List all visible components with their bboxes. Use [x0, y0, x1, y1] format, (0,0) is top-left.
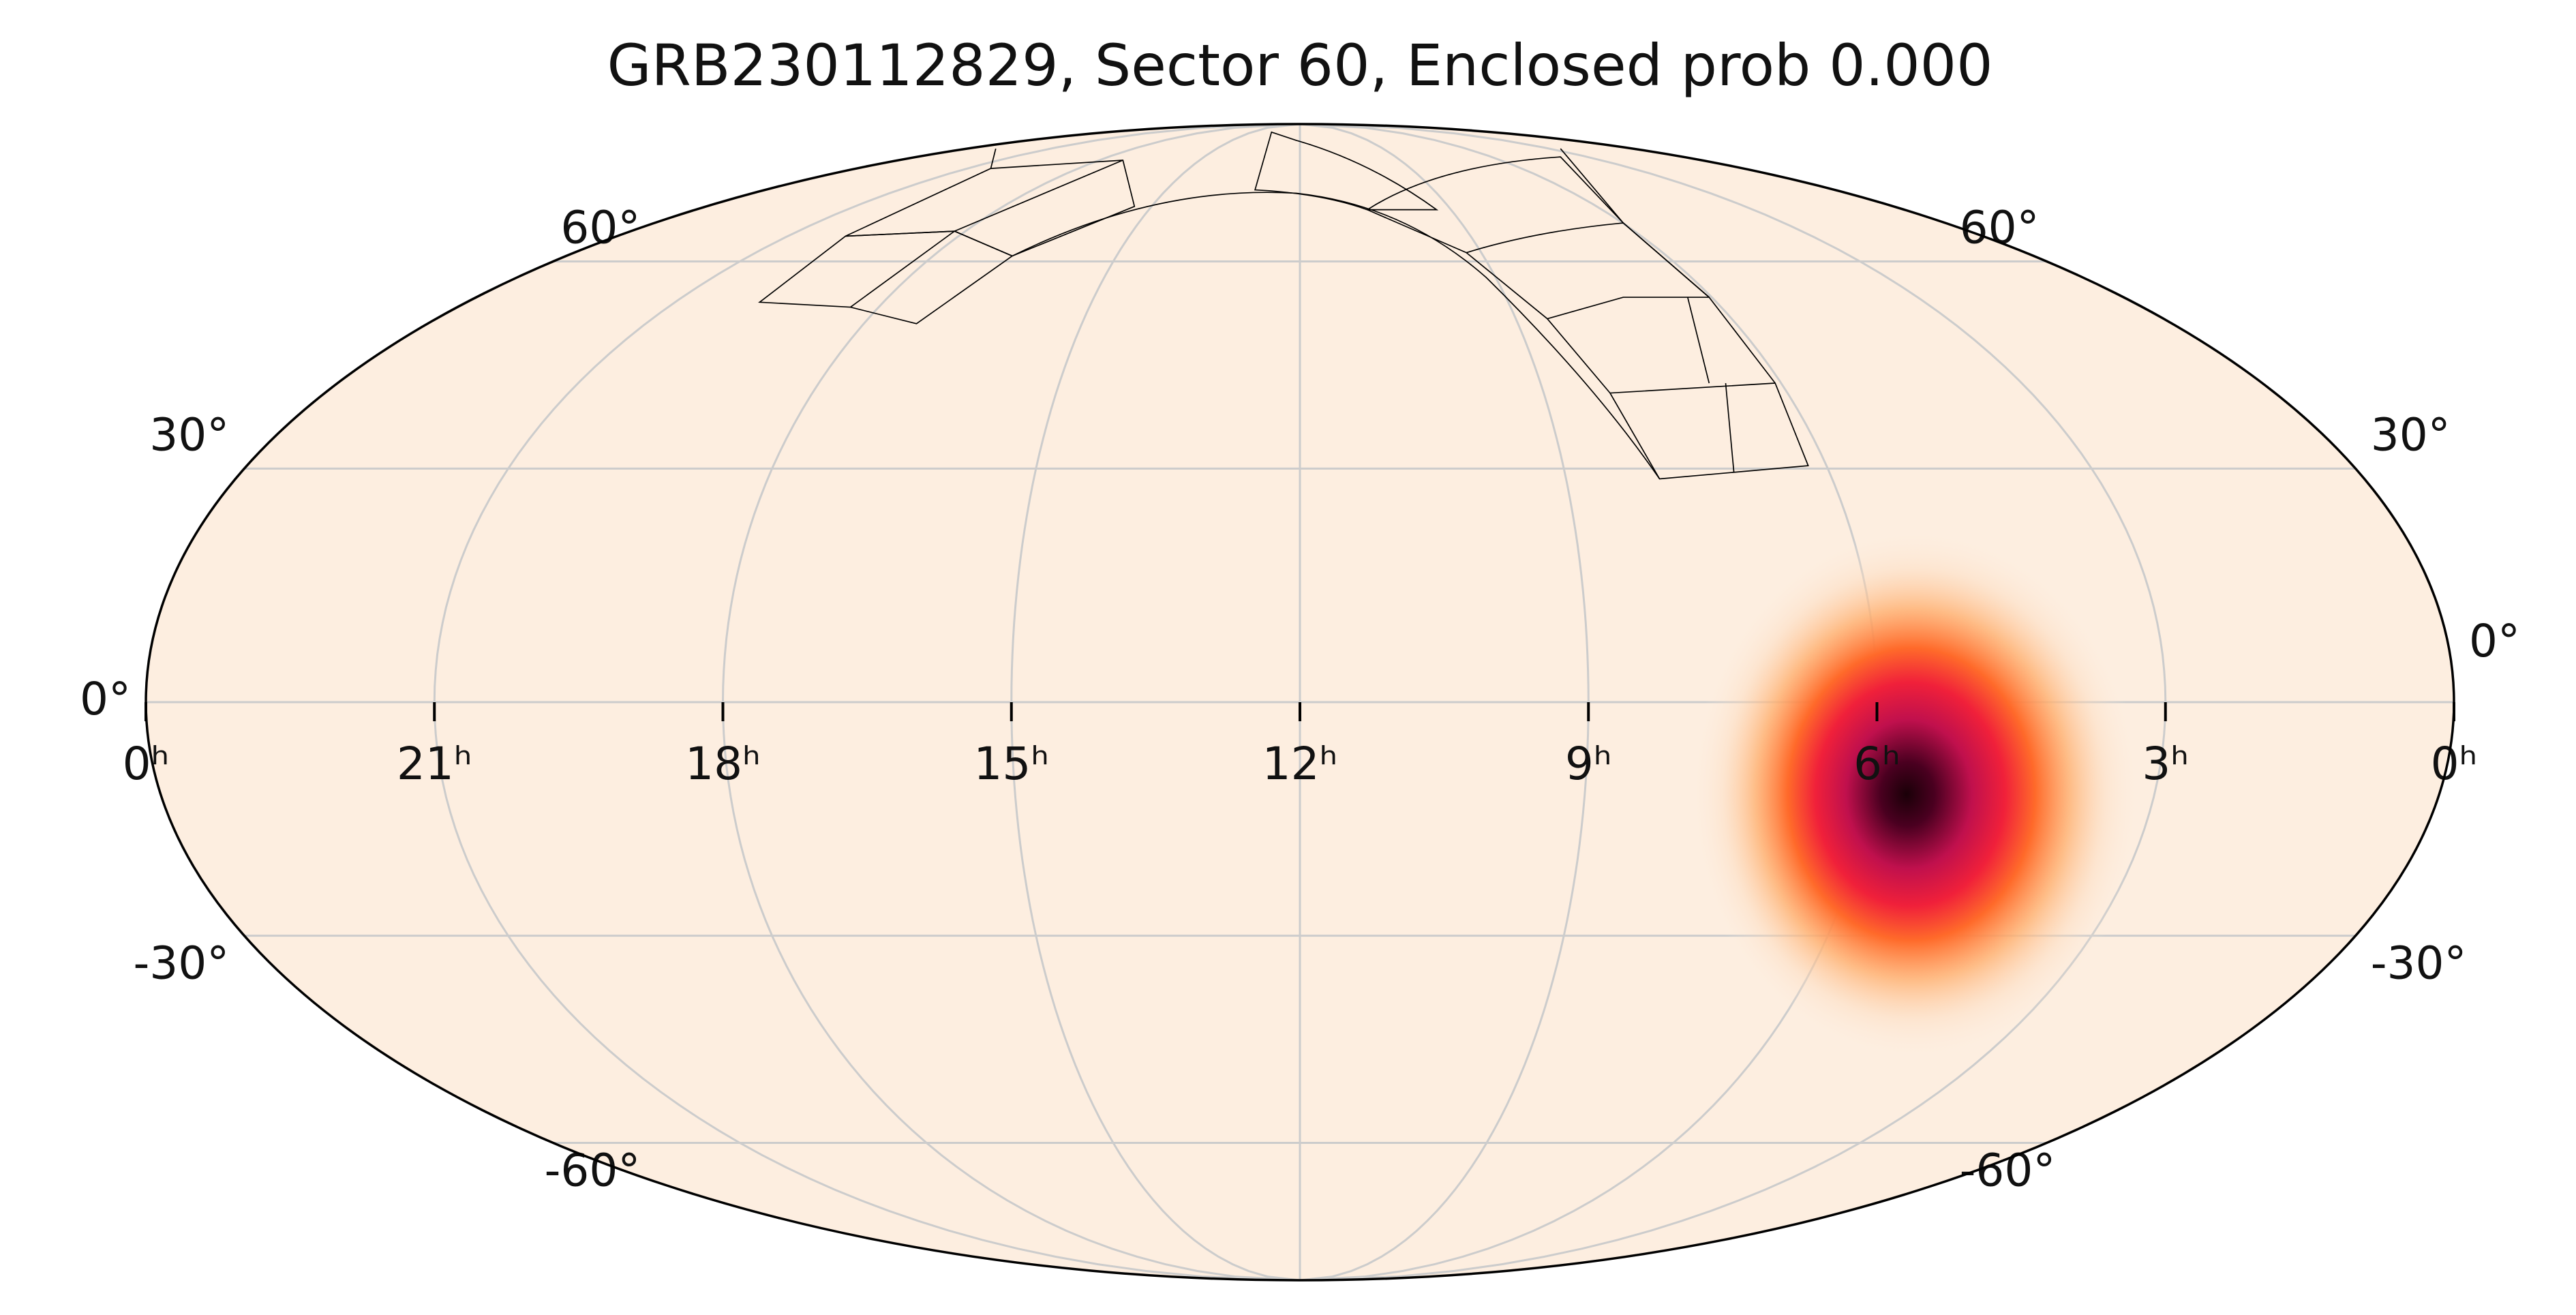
sector-footprint — [758, 131, 1809, 480]
chart-title: GRB230112829, Sector 60, Enclosed prob 0… — [607, 32, 1992, 99]
y-tick-label: 30° — [149, 408, 229, 461]
x-tick-label: 18ʰ — [685, 738, 761, 790]
ccd-tile — [1254, 131, 1439, 211]
probability-map — [1691, 528, 2140, 1060]
y-tick-label: 30° — [2371, 408, 2451, 461]
x-tick-label: 6ʰ — [1853, 738, 1900, 790]
x-tick-label: 0ʰ — [2431, 738, 2478, 790]
x-tick-label: 9ʰ — [1565, 738, 1612, 790]
x-tick-label: 15ʰ — [973, 738, 1049, 790]
x-tick-label: 3ʰ — [2142, 738, 2189, 790]
y-tick-label: 60° — [560, 202, 640, 254]
x-tick-label: 12ʰ — [1262, 738, 1338, 790]
y-tick-label: -30° — [133, 937, 229, 990]
x-tick-label: 0ʰ — [123, 738, 170, 790]
ccd-tile — [1012, 148, 1809, 480]
y-tick-label: -30° — [2371, 937, 2467, 990]
ccd-tile — [1366, 156, 1776, 479]
ccd-tile — [845, 148, 1136, 257]
y-tick-label: 60° — [1960, 202, 2040, 254]
y-tick-label: 0° — [2469, 615, 2520, 667]
x-tick-label: 21ʰ — [397, 738, 472, 790]
sky-boundary — [145, 123, 2455, 1282]
y-tick-label: 0° — [80, 673, 131, 725]
